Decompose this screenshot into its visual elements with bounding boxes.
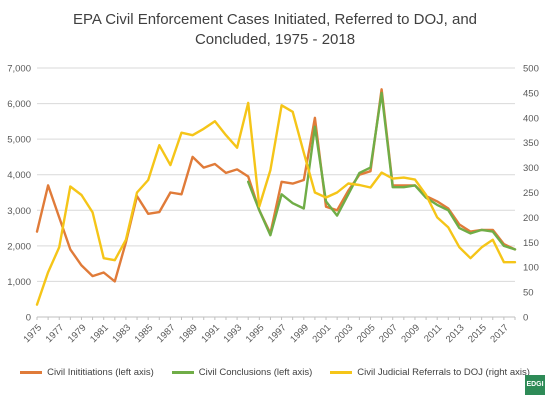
x-tick-label: 2003 [333, 322, 356, 345]
left-tick-label: 7,000 [7, 64, 31, 75]
x-tick-label: 1999 [288, 322, 311, 345]
chart-title-line-2: Concluded, 1975 - 2018 [194, 31, 356, 48]
series-line-2 [247, 91, 517, 251]
x-tick-label: 2007 [377, 322, 400, 345]
x-tick-label: 1987 [155, 322, 178, 345]
right-tick-label: 450 [523, 88, 539, 99]
left-tick-label: 4,000 [7, 170, 31, 181]
x-axis-tick-labels: 1975 1977 1979 1981 1983 1985 1987 1989 1991 1993… [21, 317, 516, 345]
gridlines [37, 67, 515, 318]
x-tick-label: 2009 [399, 322, 422, 345]
legend-swatch-orange [20, 371, 43, 374]
legend-label: Civil Conclusions (left axis) [198, 367, 313, 378]
left-axis-tick-labels: 0 1,000 2,000 3,000 4,000 5,000 6,000 7,000 [7, 64, 31, 324]
chart-title: EPA Civil Enforcement Cases Initiated, R… [0, 10, 550, 50]
legend-swatch-yellow [330, 371, 353, 374]
x-tick-label: 1995 [244, 322, 267, 345]
right-tick-label: 250 [523, 188, 539, 199]
legend-item-judicial-referrals: Civil Judicial Referrals to DOJ (right a… [330, 367, 530, 378]
left-tick-label: 5,000 [7, 135, 31, 146]
left-tick-label: 1,000 [7, 277, 31, 288]
legend-label: Civil Inititiations (left axis) [47, 367, 154, 378]
x-tick-label: 1981 [88, 322, 111, 345]
legend-swatch-green [171, 371, 194, 374]
right-tick-label: 300 [523, 163, 539, 174]
x-tick-label: 2011 [422, 322, 444, 344]
right-tick-label: 50 [523, 288, 534, 299]
x-tick-label: 1979 [66, 322, 89, 345]
x-tick-label: 1991 [199, 322, 222, 345]
x-tick-label: 2015 [466, 322, 489, 345]
legend-label: Civil Judicial Referrals to DOJ (right a… [357, 367, 530, 378]
x-tick-label: 1993 [222, 322, 245, 345]
chart-title-line-1: EPA Civil Enforcement Cases Initiated, R… [72, 11, 478, 28]
right-tick-label: 0 [523, 313, 528, 324]
x-tick-label: 1983 [110, 322, 133, 345]
left-tick-label: 3,000 [7, 206, 31, 217]
series-line-1 [35, 88, 517, 283]
left-tick-label: 2,000 [7, 241, 31, 252]
x-tick-label: 1997 [266, 322, 289, 345]
right-tick-label: 400 [523, 113, 539, 124]
series-lines [35, 88, 517, 306]
x-tick-label: 2017 [488, 322, 511, 345]
x-tick-label: 2005 [355, 322, 378, 345]
x-tick-label: 1985 [133, 322, 156, 345]
right-tick-label: 100 [523, 263, 539, 274]
left-tick-label: 6,000 [7, 99, 31, 110]
x-tick-label: 1975 [21, 322, 44, 345]
legend-item-civil-initiations: Civil Inititiations (left axis) [20, 367, 154, 378]
right-tick-label: 150 [523, 238, 539, 249]
x-tick-label: 1989 [177, 322, 200, 345]
legend-item-civil-conclusions: Civil Conclusions (left axis) [171, 367, 313, 378]
x-tick-label: 1977 [44, 322, 67, 345]
right-tick-label: 350 [523, 138, 539, 149]
edgi-logo: EDGI [525, 375, 545, 395]
left-tick-label: 0 [26, 313, 31, 324]
right-tick-label: 200 [523, 213, 539, 224]
x-tick-label: 2013 [444, 322, 467, 345]
right-axis-tick-labels: 0 50 100 150 200 250 300 350 400 450 500 [523, 64, 539, 324]
series-line-3 [35, 101, 517, 306]
x-tick-label: 2001 [310, 322, 333, 345]
legend: Civil Inititiations (left axis) Civil Co… [0, 367, 550, 378]
right-tick-label: 500 [523, 64, 539, 75]
